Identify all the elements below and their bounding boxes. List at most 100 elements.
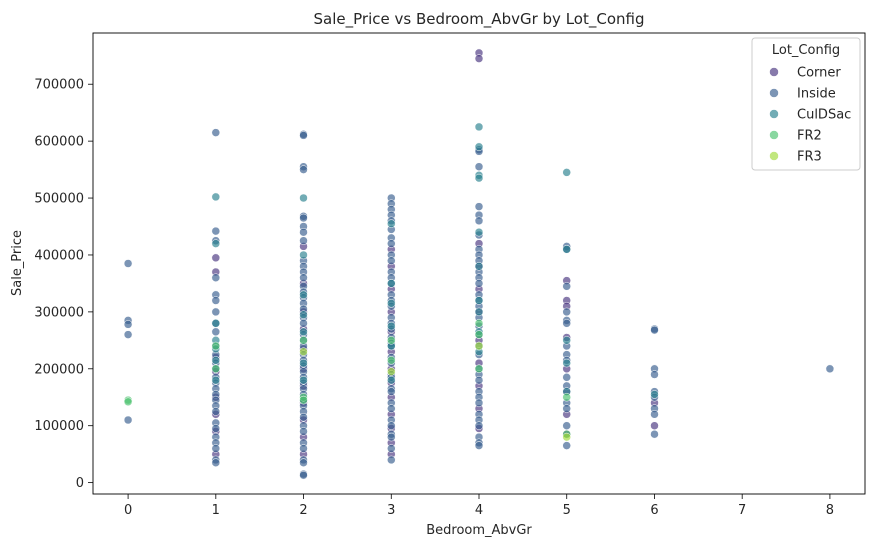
data-point [474,162,484,171]
data-point [474,364,484,374]
legend-title: Lot_Config [772,43,840,58]
x-tick-label: 1 [212,503,220,518]
x-tick-label: 0 [124,503,132,518]
y-tick-label: 400000 [34,248,84,263]
data-point [474,375,484,385]
data-point [299,358,308,368]
data-point [387,444,396,453]
y-tick-label: 100000 [34,419,84,434]
data-point [387,356,396,365]
chart-title: Sale_Price vs Bedroom_AbvGr by Lot_Confi… [314,10,645,29]
data-point [211,319,221,328]
data-point [299,213,308,223]
data-point [211,327,221,337]
x-axis-label: Bedroom_AbvGr [426,523,532,538]
legend-label: FR2 [797,129,822,144]
data-point [562,358,571,368]
data-point [123,259,133,268]
data-point [211,407,221,416]
data-point [562,319,571,328]
legend-marker [769,88,779,98]
legend-marker [769,67,779,77]
data-point [650,325,659,335]
data-point [562,373,571,382]
y-tick-label: 300000 [34,305,84,320]
data-point [123,330,133,339]
y-axis-label: Sale_Price [10,230,25,296]
data-point [211,364,221,374]
data-point [387,336,396,345]
data-point [474,319,484,328]
data-point [299,347,308,356]
data-point [299,250,308,260]
data-point [299,193,308,203]
data-point [123,415,133,425]
y-tick-label: 200000 [34,362,84,377]
data-point [299,131,308,140]
data-point [562,432,571,442]
legend-frame [751,37,861,171]
data-point [211,444,221,453]
data-point [562,307,571,317]
y-axis: 0 100000 200000 300000 400000 500000 600000 700… [34,78,93,491]
x-tick-label: 2 [299,503,307,518]
data-point [474,330,484,339]
data-point [562,245,571,254]
data-point [825,364,835,374]
data-point [474,307,484,317]
legend-label: CulDSac [797,108,851,123]
legend-marker [769,130,779,140]
legend-label: Corner [797,66,841,81]
data-point [211,253,221,263]
data-point [474,202,484,211]
data-point [474,262,484,271]
x-tick-label: 7 [738,503,746,518]
data-point [299,327,308,337]
data-point [299,412,308,422]
legend-marker [769,151,779,161]
data-point [387,321,396,331]
data-point [474,421,484,430]
data-point [474,216,484,226]
x-tick-label: 5 [563,503,571,518]
data-point [650,390,659,399]
x-axis: 0 1 2 3 4 5 6 7 8 [124,494,834,518]
data-point [387,256,396,265]
data-point [299,310,308,319]
y-tick-label: 700000 [34,78,84,93]
data-point [562,441,571,450]
data-point [299,427,308,436]
data-point [387,219,396,228]
data-point [474,173,484,183]
data-point [562,336,571,345]
data-point [387,421,396,430]
data-point [211,273,221,282]
x-tick-label: 8 [826,503,834,518]
data-point [474,441,484,450]
y-tick-label: 600000 [34,135,84,150]
data-point [387,455,396,465]
x-tick-label: 4 [475,503,483,518]
data-point [474,296,484,305]
data-point [211,192,221,202]
data-point [562,282,571,291]
data-point [211,307,221,317]
data-point [650,410,659,419]
data-point [211,128,221,137]
data-point [123,397,133,407]
data-point [299,165,308,174]
y-tick-label: 500000 [34,192,84,207]
data-point [211,341,221,351]
data-point [387,432,396,442]
data-point [211,424,221,433]
x-tick-label: 3 [387,503,395,518]
data-point [474,398,484,408]
data-point [562,392,571,402]
data-point [211,458,221,467]
data-point [299,290,308,300]
data-point [474,227,484,237]
data-point [299,319,308,328]
data-point [211,356,221,365]
data-point [474,122,484,132]
legend-items: Corner Inside CulDSac FR2 FR3 [769,66,851,165]
